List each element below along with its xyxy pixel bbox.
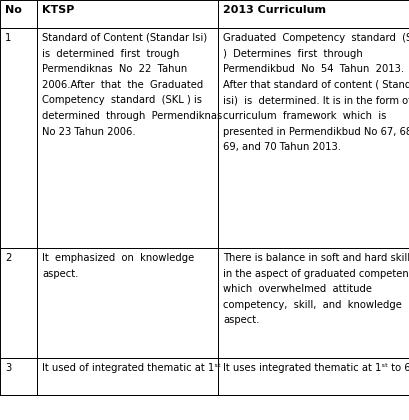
Text: 2: 2 [5,253,11,263]
Bar [218,0,409,28]
Bar [37,358,218,395]
Bar [218,358,409,395]
Text: 3: 3 [5,363,11,373]
Bar [0,28,37,248]
Bar [37,28,218,248]
Bar [0,0,37,28]
Text: It uses integrated thematic at 1ˢᵗ to 6ᵗʰ: It uses integrated thematic at 1ˢᵗ to 6ᵗ… [222,363,409,373]
Bar [218,248,409,358]
Text: 2013 Curriculum: 2013 Curriculum [222,5,325,15]
Text: No: No [5,5,22,15]
Bar [37,0,218,28]
Text: Graduated  Competency  standard  (SKL
)  Determines  first  through
Permendikbud: Graduated Competency standard (SKL ) Det… [222,33,409,152]
Text: It used of integrated thematic at 1ˢᵗ: It used of integrated thematic at 1ˢᵗ [42,363,220,373]
Bar [37,248,218,358]
Bar [218,28,409,248]
Bar [0,358,37,395]
Text: 1: 1 [5,33,11,43]
Text: Standard of Content (Standar Isi)
is  determined  first  trough
Permendiknas  No: Standard of Content (Standar Isi) is det… [42,33,222,136]
Text: KTSP: KTSP [42,5,74,15]
Text: There is balance in soft and hard skill
in the aspect of graduated competency
wh: There is balance in soft and hard skill … [222,253,409,326]
Bar [0,248,37,358]
Text: It  emphasized  on  knowledge
aspect.: It emphasized on knowledge aspect. [42,253,194,278]
